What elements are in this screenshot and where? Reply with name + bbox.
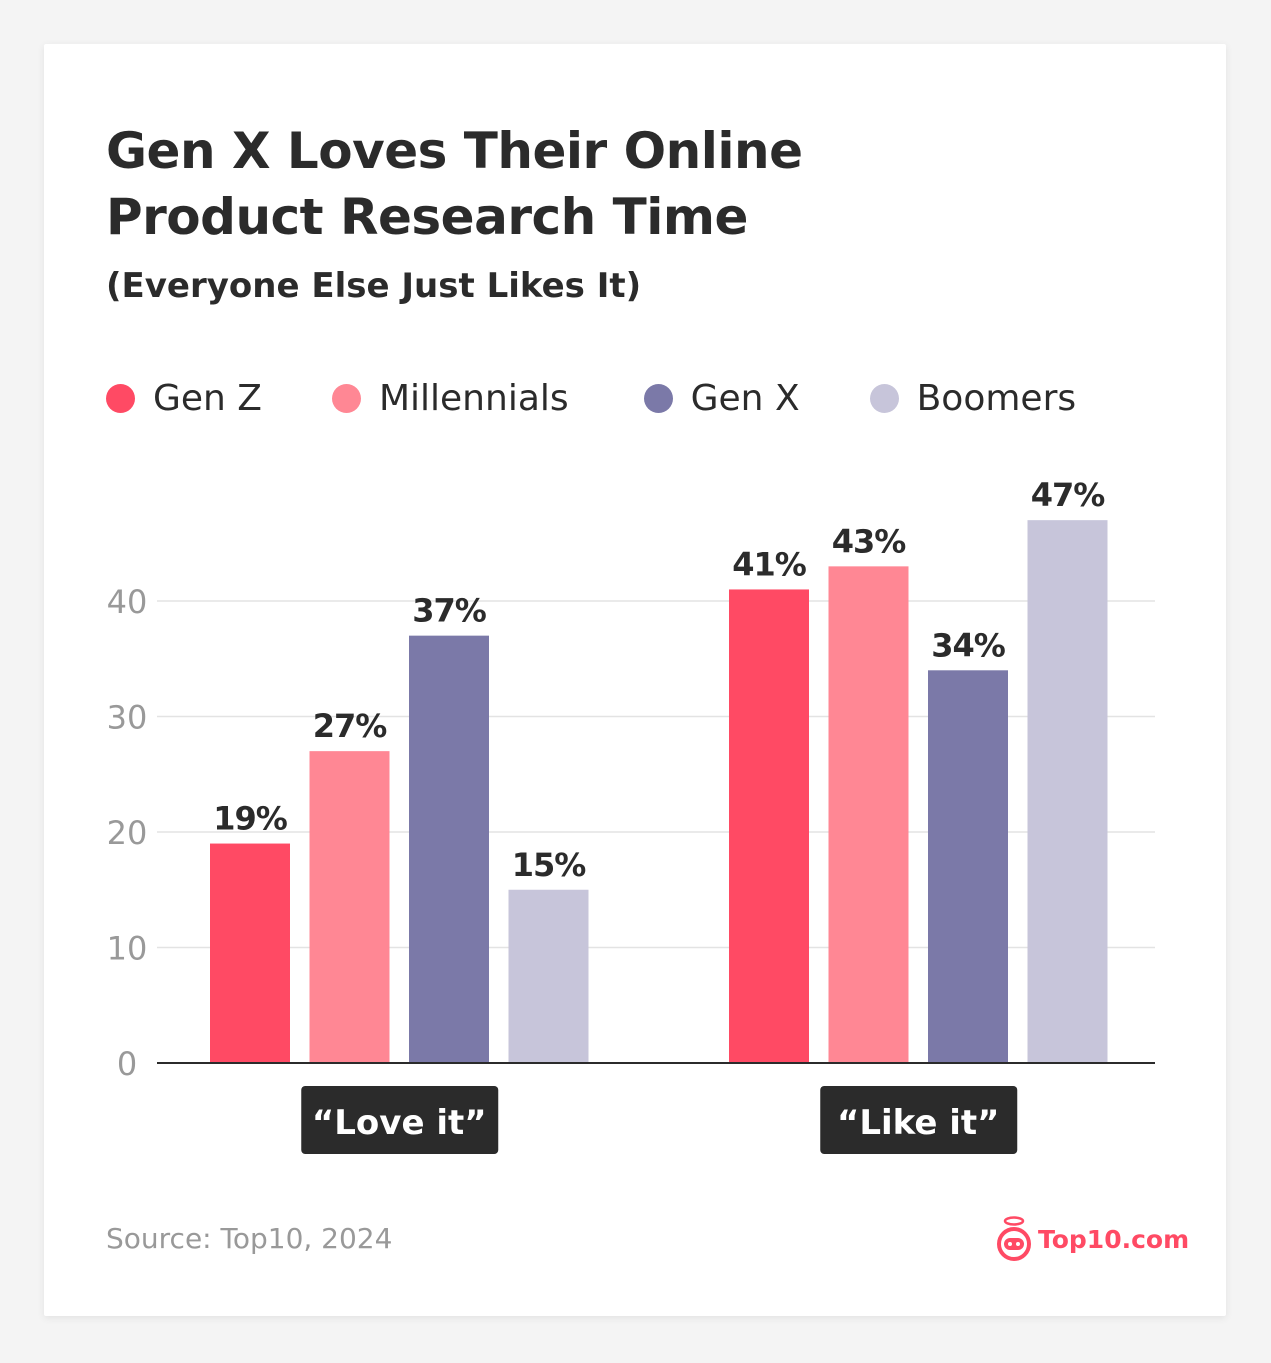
legend-label: Gen X <box>690 378 800 419</box>
y-tick-label: 10 <box>107 930 148 968</box>
title-line-1: Gen X Loves Their Online <box>106 122 803 180</box>
legend-item-gen-x: Gen X <box>643 378 800 419</box>
legend-label: Boomers <box>916 378 1077 419</box>
category-label: “Like it” <box>837 1103 1000 1143</box>
data-label: 37% <box>412 592 487 630</box>
category-label: “Love it” <box>312 1103 487 1143</box>
y-tick-label: 40 <box>107 583 148 621</box>
category-label-box <box>301 1086 499 1154</box>
data-label: 47% <box>1031 476 1106 514</box>
robot-halo-icon <box>997 1216 1031 1261</box>
source-note: Source: Top10, 2024 <box>106 1222 393 1255</box>
legend-item-boomers: Boomers <box>869 378 1077 419</box>
bar-millennials <box>309 751 390 1063</box>
title-line-2: Product Research Time <box>106 188 748 246</box>
chart-title: Gen X Loves Their Online Product Research… <box>106 118 803 250</box>
bar-gen-x <box>409 635 489 1063</box>
bar-boomers <box>1027 520 1108 1063</box>
data-label: 41% <box>732 545 807 583</box>
data-label: 27% <box>313 707 388 745</box>
data-label: 34% <box>931 626 1006 664</box>
bar-boomers <box>508 889 589 1063</box>
legend-swatch <box>106 384 135 413</box>
legend-label: Millennials <box>378 378 569 419</box>
bar-gen-x <box>928 670 1008 1063</box>
y-tick-label: 0 <box>117 1045 137 1083</box>
legend-item-gen-z: Gen Z <box>106 378 262 419</box>
data-label: 43% <box>832 522 907 560</box>
legend-swatch <box>643 384 673 413</box>
legend-swatch <box>331 384 361 413</box>
category-label-box <box>820 1086 1018 1154</box>
logo-text: Top10.com <box>1038 1224 1190 1254</box>
top10-logo[interactable]: Top10.com <box>996 1216 1189 1262</box>
y-tick-label: 20 <box>107 814 148 852</box>
legend-swatch <box>869 384 899 413</box>
legend-label: Gen Z <box>153 378 262 419</box>
bar-gen-z <box>729 589 809 1063</box>
chart-subtitle: (Everyone Else Just Likes It) <box>106 266 642 306</box>
bar-gen-z <box>210 843 290 1063</box>
data-label: 15% <box>512 846 587 884</box>
bar-millennials <box>828 566 909 1063</box>
y-tick-label: 30 <box>107 699 148 737</box>
legend-item-millennials: Millennials <box>331 378 569 419</box>
data-label: 19% <box>213 800 288 838</box>
legend: Gen Z Millennials Gen X Boomers <box>106 378 1146 419</box>
